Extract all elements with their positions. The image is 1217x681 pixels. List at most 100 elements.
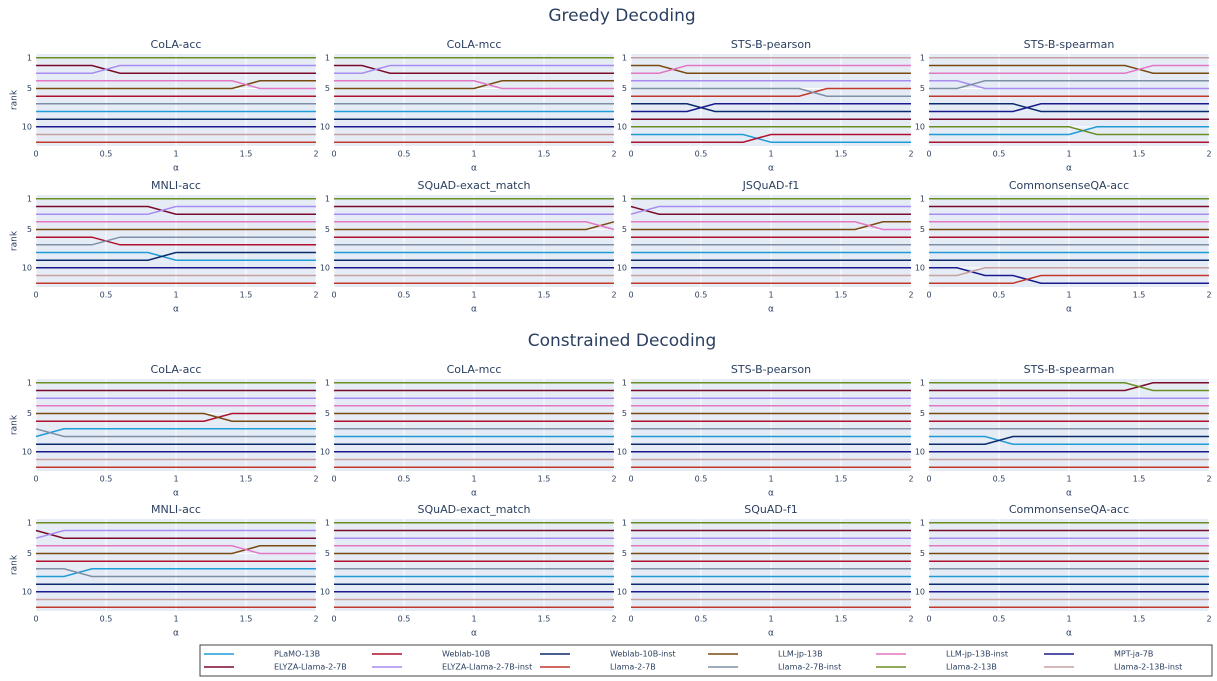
x-tick-label: 1: [471, 475, 476, 484]
x-tick-label: 2: [908, 150, 913, 159]
x-axis-label: α: [173, 164, 179, 174]
section-title: Constrained Decoding: [528, 331, 717, 351]
y-tick-label: 5: [325, 409, 330, 418]
x-tick-label: 2: [908, 475, 913, 484]
series-line: [929, 103, 1209, 113]
x-tick-label: 2: [1206, 615, 1211, 624]
y-tick-label: 1: [27, 378, 32, 387]
x-tick-label: 1.5: [1133, 615, 1146, 624]
series-line: [631, 133, 911, 143]
x-tick-label: 1.5: [538, 150, 551, 159]
chart-title: STS-B-pearson: [731, 38, 811, 51]
y-tick-label: 10: [22, 122, 32, 131]
series-line: [929, 80, 1209, 90]
series-line: [36, 412, 316, 422]
x-tick-label: 1: [173, 475, 178, 484]
y-tick-label: 1: [325, 378, 330, 387]
x-tick-label: 2: [313, 475, 318, 484]
series-line: [929, 435, 1209, 445]
y-tick-label: 10: [915, 263, 925, 272]
x-tick-label: 1: [471, 150, 476, 159]
y-tick-label: 10: [915, 587, 925, 596]
chart-title: CoLA-mcc: [447, 38, 502, 51]
x-tick-label: 2: [611, 291, 616, 300]
y-tick-label: 10: [617, 587, 627, 596]
x-axis-label: α: [768, 629, 774, 639]
series-line: [36, 80, 316, 90]
series-line: [36, 412, 316, 422]
series-line: [631, 64, 911, 74]
series-line: [929, 103, 1209, 113]
x-tick-label: 0.5: [100, 615, 113, 624]
y-tick-label: 10: [22, 263, 32, 272]
x-tick-label: 0: [628, 615, 633, 624]
y-tick-label: 10: [617, 263, 627, 272]
x-tick-label: 0.5: [398, 475, 411, 484]
y-tick-label: 1: [27, 53, 32, 62]
x-tick-label: 1.5: [835, 475, 848, 484]
x-tick-label: 0.5: [398, 615, 411, 624]
chart-title: MNLI-acc: [151, 179, 201, 192]
x-tick-label: 1: [471, 291, 476, 300]
y-axis-label: rank: [10, 414, 20, 435]
y-tick-label: 5: [325, 225, 330, 234]
x-tick-label: 2: [611, 150, 616, 159]
chart-title: SQuAD-exact_match: [417, 179, 530, 192]
y-tick-label: 10: [617, 122, 627, 131]
series-line: [631, 221, 911, 231]
x-axis-label: α: [768, 489, 774, 499]
series-line: [630, 205, 911, 215]
series-line: [35, 428, 316, 438]
chart-title: MNLI-acc: [151, 503, 201, 516]
y-tick-label: 5: [920, 84, 925, 93]
series-line: [631, 64, 911, 74]
x-tick-label: 1.5: [835, 150, 848, 159]
series-line: [36, 205, 316, 215]
y-tick-label: 5: [27, 549, 32, 558]
x-tick-label: 0: [628, 150, 633, 159]
x-tick-label: 1: [768, 615, 773, 624]
y-tick-label: 1: [325, 194, 330, 203]
series-line: [929, 382, 1209, 392]
x-tick-label: 0: [628, 291, 633, 300]
chart-title: CoLA-acc: [151, 38, 202, 51]
y-tick-label: 5: [920, 549, 925, 558]
series-line: [36, 545, 316, 555]
x-tick-label: 0: [926, 475, 931, 484]
x-tick-label: 0: [926, 615, 931, 624]
y-tick-label: 5: [622, 549, 627, 558]
x-tick-label: 0: [331, 615, 336, 624]
legend-label: MPT-ja-7B: [1114, 650, 1153, 659]
x-tick-label: 2: [611, 475, 616, 484]
x-tick-label: 1.5: [240, 291, 253, 300]
legend-label: PLaMO-13B: [274, 650, 320, 659]
y-tick-label: 1: [27, 518, 32, 527]
x-axis-label: α: [768, 164, 774, 174]
x-tick-label: 0.5: [695, 475, 708, 484]
series-line: [36, 236, 316, 246]
x-axis-label: α: [1066, 489, 1072, 499]
y-tick-label: 5: [325, 84, 330, 93]
x-tick-label: 0: [926, 150, 931, 159]
x-tick-label: 1.5: [835, 291, 848, 300]
y-tick-label: 1: [622, 518, 627, 527]
x-tick-label: 0: [331, 291, 336, 300]
x-tick-label: 2: [1206, 150, 1211, 159]
y-tick-label: 1: [622, 194, 627, 203]
legend-label: Llama-2-7B: [610, 663, 656, 672]
series-line: [929, 267, 1209, 284]
chart-title: SQuAD-exact_match: [417, 503, 530, 516]
x-tick-label: 1.5: [835, 615, 848, 624]
y-axis-label: rank: [10, 230, 20, 251]
y-tick-label: 5: [920, 225, 925, 234]
legend-label: Llama-2-13B-inst: [1114, 663, 1182, 672]
x-tick-label: 1.5: [538, 475, 551, 484]
y-tick-label: 1: [622, 378, 627, 387]
y-tick-label: 1: [27, 194, 32, 203]
chart-title: JSQuAD-f1: [742, 179, 800, 192]
x-axis-label: α: [768, 305, 774, 315]
x-tick-label: 2: [313, 291, 318, 300]
x-tick-label: 1.5: [240, 150, 253, 159]
series-line: [36, 64, 316, 74]
series-line: [35, 529, 316, 539]
